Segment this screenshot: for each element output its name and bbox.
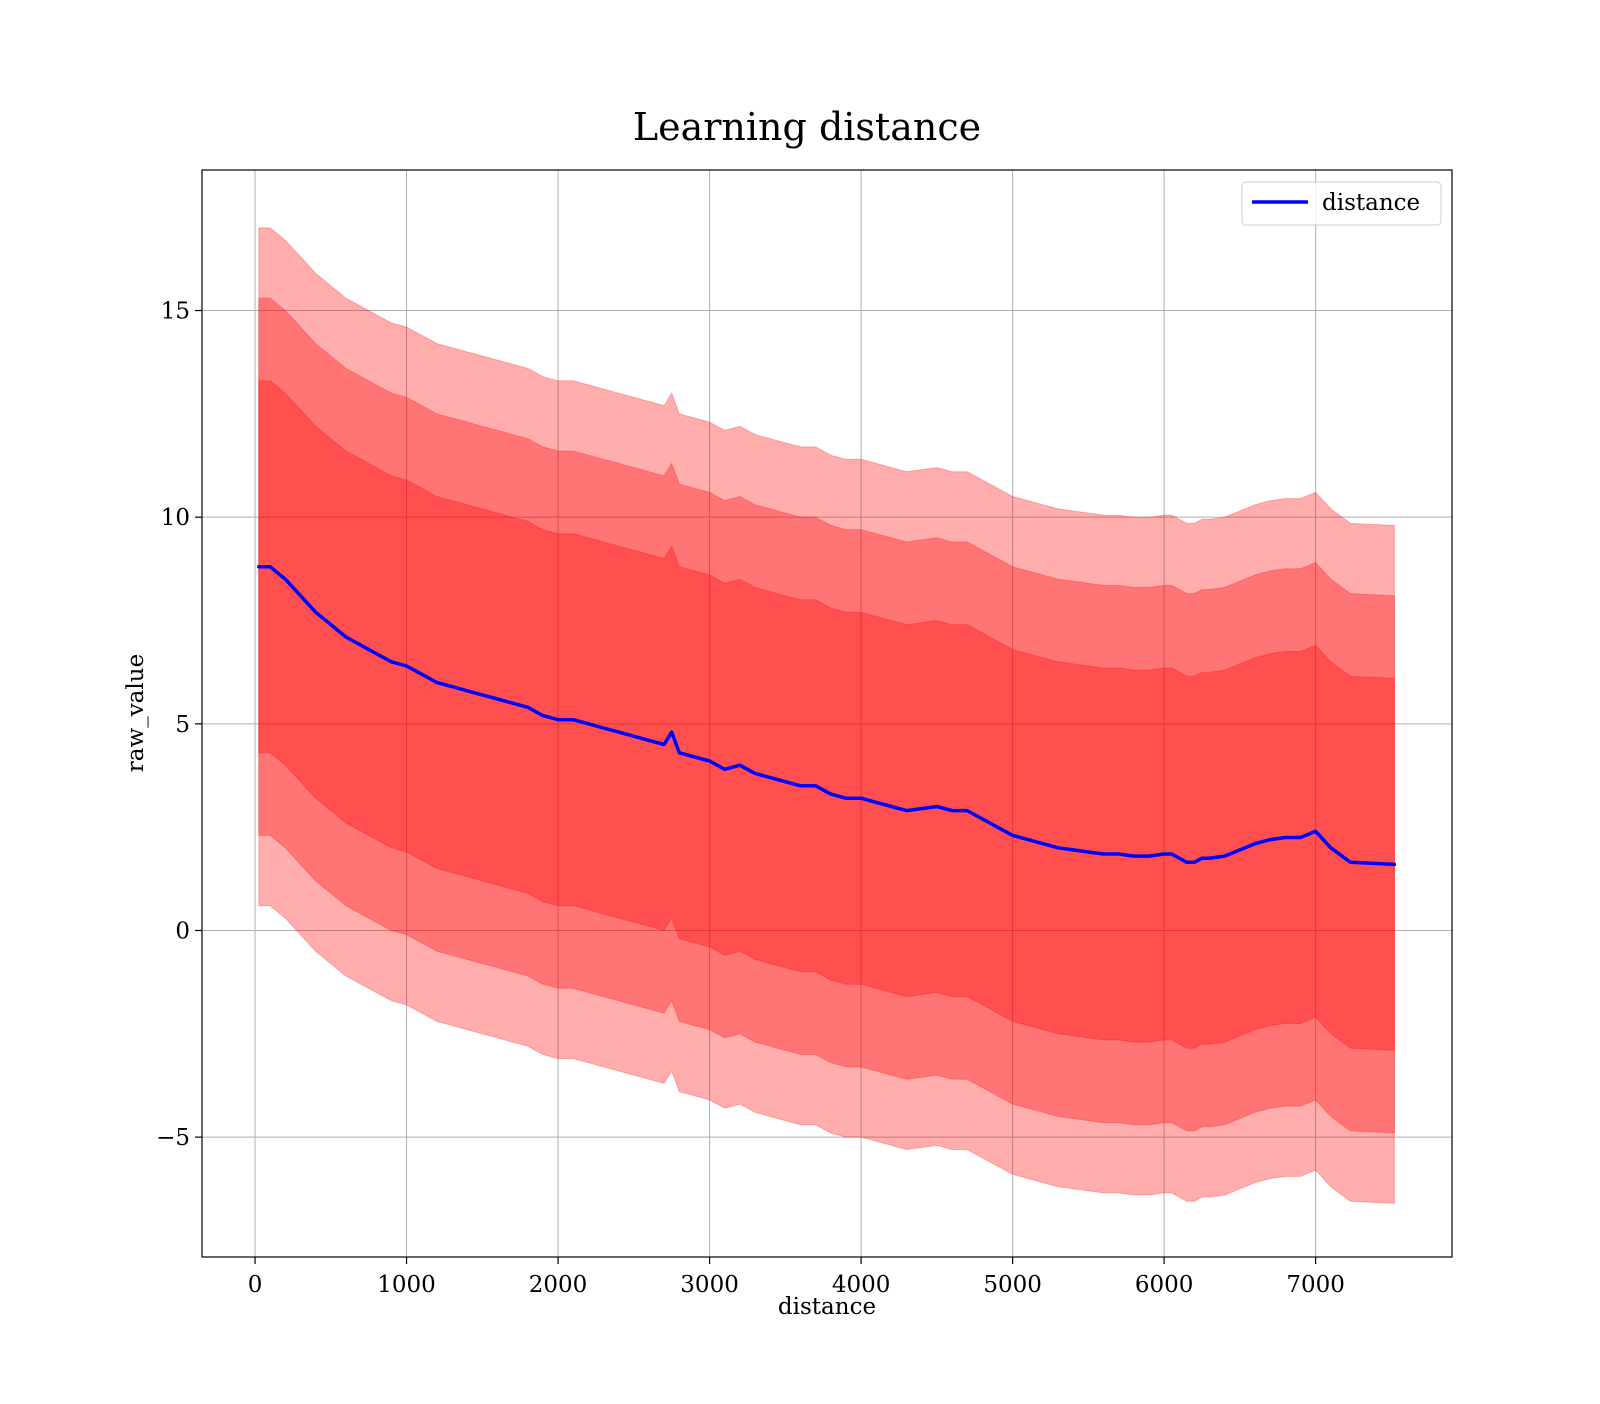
x-tick-label: 2000: [529, 1272, 588, 1298]
x-axis-label: distance: [778, 1294, 876, 1320]
y-tick-label: −5: [156, 1125, 190, 1151]
y-tick-label: 10: [161, 505, 190, 531]
x-tick-label: 4000: [832, 1272, 891, 1298]
plot-area-frame: [201, 169, 1453, 1258]
chart-title: Learning distance: [633, 105, 981, 149]
y-tick-label: 0: [175, 918, 190, 944]
x-tick-label: 6000: [1135, 1272, 1194, 1298]
tick-layer: 0 1000 2000 3000 4000 5000 6000 7000 −5 0 5 10 15: [156, 299, 1345, 1298]
std-band-3: [258, 227, 1395, 1204]
legend: distance: [1241, 181, 1442, 226]
y-axis-label: raw_value: [123, 654, 149, 772]
std-band-2: [258, 297, 1395, 1134]
x-tick-label: 0: [248, 1272, 263, 1298]
x-tick-label: 5000: [983, 1272, 1042, 1298]
legend-label-distance: distance: [1322, 190, 1420, 216]
band-layer: [258, 227, 1395, 1204]
grid-layer: [202, 170, 1452, 1257]
y-tick-label: 15: [161, 299, 190, 325]
line-layer: [257, 565, 1397, 867]
y-tick-label: 5: [175, 712, 190, 738]
x-tick-label: 7000: [1286, 1272, 1345, 1298]
x-tick-label: 1000: [377, 1272, 436, 1298]
std-band-1: [258, 380, 1395, 1051]
series-line-distance: [257, 565, 1397, 867]
legend-box: [1241, 181, 1442, 226]
x-tick-label: 3000: [680, 1272, 739, 1298]
